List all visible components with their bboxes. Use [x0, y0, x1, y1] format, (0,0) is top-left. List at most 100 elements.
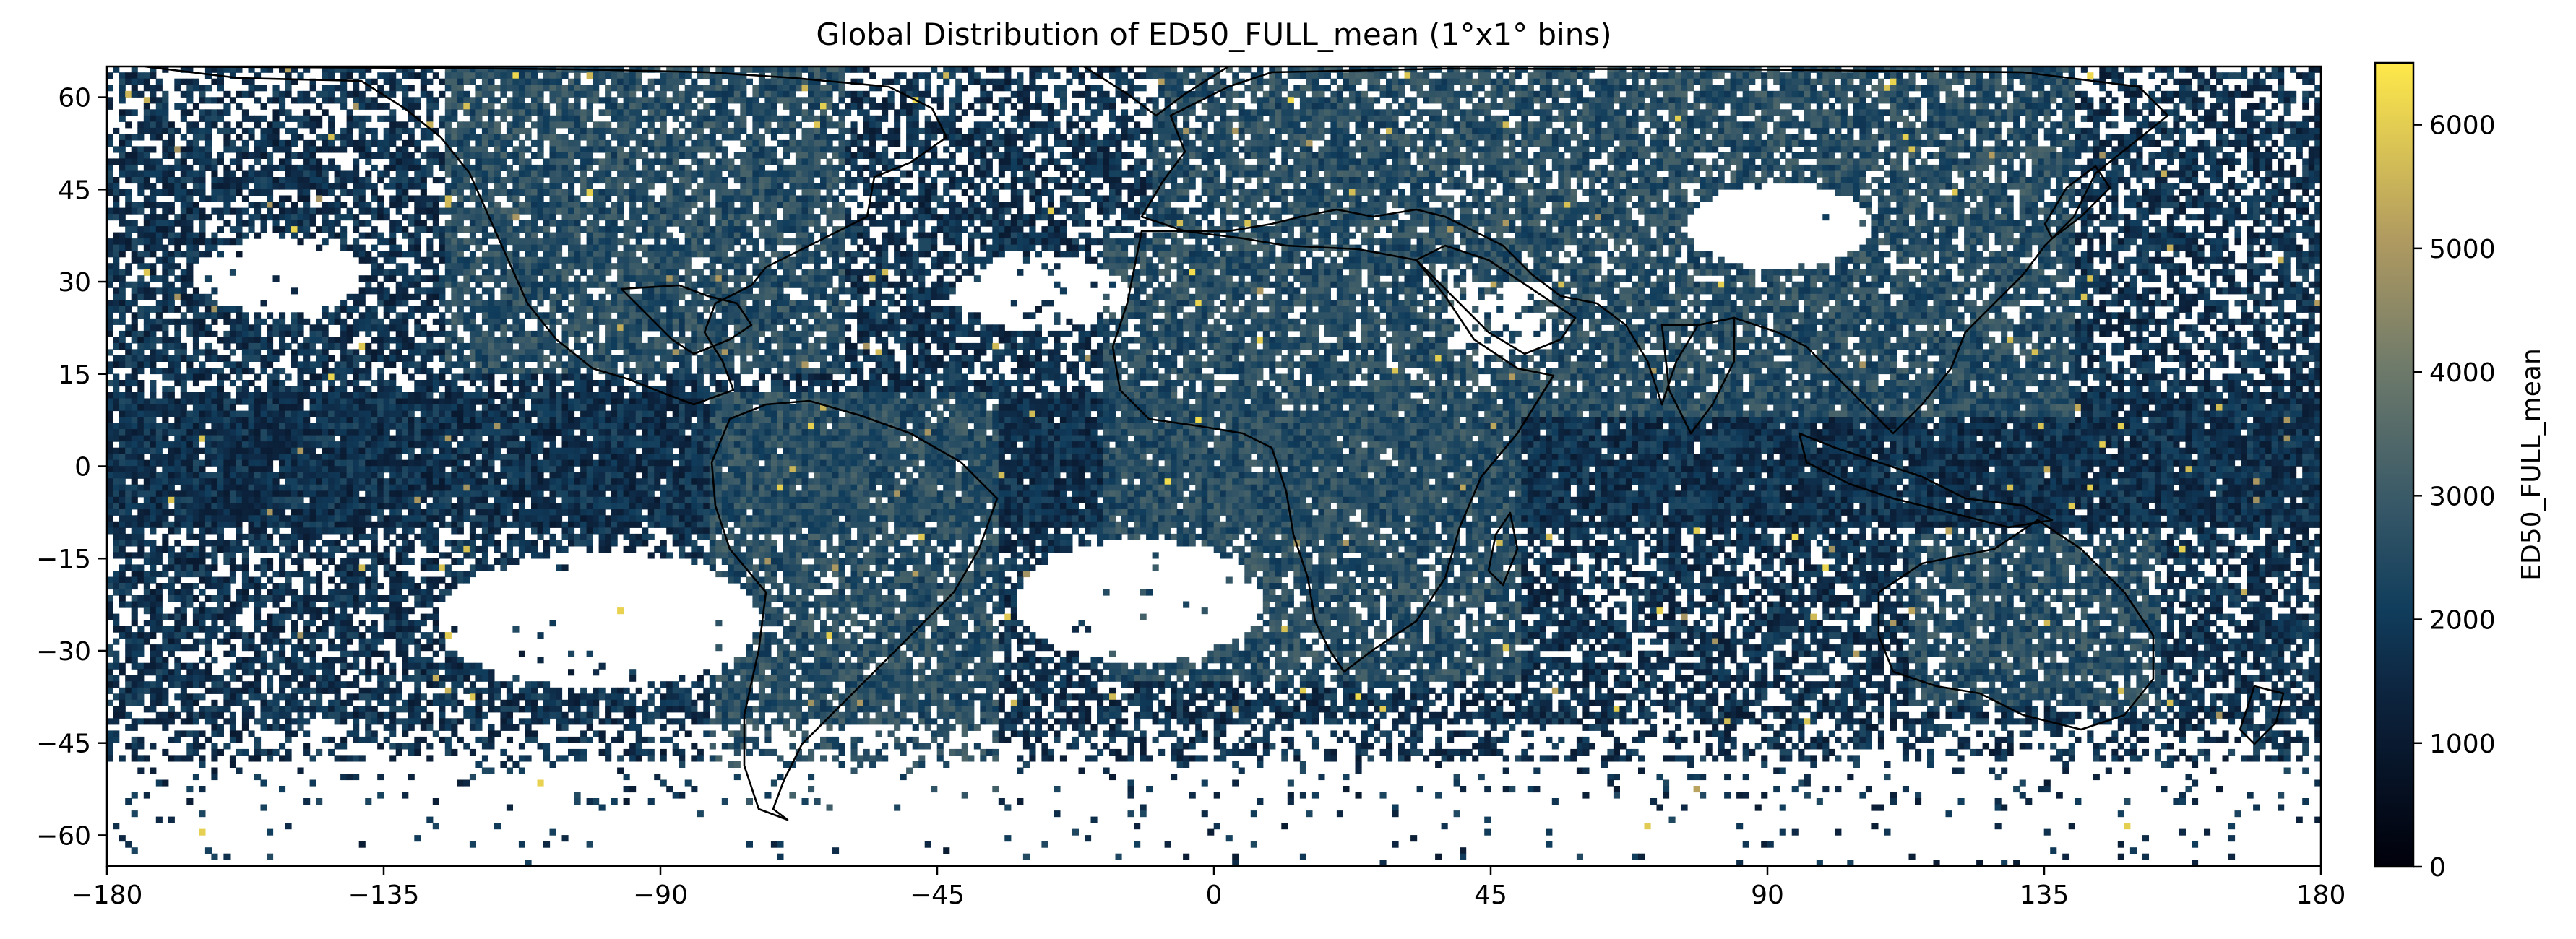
heatmap-cell — [180, 146, 187, 153]
heatmap-cell — [1238, 158, 1245, 165]
heatmap-cell — [1022, 134, 1030, 141]
heatmap-cell — [814, 66, 821, 73]
heatmap-cell — [1287, 72, 1294, 79]
heatmap-cell — [1090, 146, 1098, 153]
heatmap-cell — [1152, 97, 1159, 104]
heatmap-cell — [808, 85, 815, 92]
heatmap-cell — [180, 103, 187, 110]
heatmap-cell — [1625, 127, 1632, 134]
heatmap-cell — [1521, 158, 1528, 165]
heatmap-cell — [1964, 139, 1971, 147]
heatmap-cell — [2056, 72, 2063, 79]
heatmap-cell — [2228, 72, 2236, 79]
heatmap-cell — [1558, 85, 1565, 92]
heatmap-cell — [241, 115, 249, 122]
heatmap-cell — [1595, 78, 1602, 85]
heatmap-cell — [1336, 134, 1343, 141]
heatmap-cell — [654, 152, 661, 159]
heatmap-cell — [1238, 170, 1245, 178]
heatmap-cell — [1539, 164, 1546, 171]
heatmap-cell — [1502, 170, 1509, 178]
heatmap-cell — [1927, 164, 1934, 171]
heatmap-cell — [1601, 115, 1608, 122]
heatmap-cell — [2129, 115, 2137, 122]
heatmap-cell — [593, 134, 600, 141]
heatmap-cell — [1078, 134, 1085, 141]
heatmap-cell — [715, 97, 723, 104]
heatmap-cell — [949, 66, 956, 73]
heatmap-cell — [1896, 66, 1903, 73]
heatmap-cell — [525, 103, 532, 110]
heatmap-cell — [2222, 85, 2229, 92]
heatmap-cell — [764, 170, 772, 178]
heatmap-cell — [531, 78, 538, 85]
heatmap-cell — [267, 127, 274, 134]
heatmap-cell — [457, 134, 464, 141]
heatmap-cell — [1348, 134, 1356, 141]
heatmap-cell — [469, 103, 476, 110]
heatmap-cell — [303, 164, 311, 171]
heatmap-cell — [721, 115, 728, 122]
heatmap-cell — [586, 72, 593, 79]
heatmap-cell — [2308, 164, 2315, 171]
heatmap-cell — [1134, 127, 1141, 134]
heatmap-cell — [1109, 72, 1116, 79]
heatmap-cell — [2129, 127, 2137, 134]
heatmap-cell — [850, 121, 858, 129]
heatmap-cell — [525, 85, 532, 92]
heatmap-cell — [1509, 97, 1516, 104]
heatmap-cell — [2166, 146, 2174, 153]
heatmap-cell — [838, 158, 845, 165]
heatmap-cell — [525, 146, 532, 153]
heatmap-cell — [2050, 85, 2057, 92]
heatmap-cell — [543, 134, 551, 141]
heatmap-cell — [1927, 66, 1934, 73]
heatmap-cell — [2111, 97, 2119, 104]
heatmap-cell — [2185, 158, 2192, 165]
heatmap-cell — [2179, 97, 2186, 104]
heatmap-cell — [869, 97, 876, 104]
heatmap-cell — [1152, 72, 1159, 79]
heatmap-cell — [912, 85, 919, 92]
heatmap-cell — [1465, 115, 1473, 122]
heatmap-cell — [894, 115, 901, 122]
heatmap-cell — [1564, 177, 1571, 184]
heatmap-cell — [882, 109, 889, 116]
heatmap-cell — [291, 170, 298, 178]
heatmap-cell — [845, 170, 852, 178]
heatmap-cell — [1810, 85, 1817, 92]
heatmap-cell — [2062, 152, 2069, 159]
heatmap-cell — [1681, 152, 1688, 159]
heatmap-cell — [1564, 170, 1571, 178]
heatmap-cell — [1257, 115, 1264, 122]
heatmap-cell — [1693, 170, 1700, 178]
heatmap-cell — [389, 164, 397, 171]
heatmap-cell — [556, 97, 563, 104]
heatmap-cell — [2087, 97, 2094, 104]
heatmap-cell — [475, 66, 483, 73]
heatmap-cell — [1539, 97, 1546, 104]
heatmap-cell — [1822, 177, 1830, 184]
heatmap-cell — [679, 109, 686, 116]
heatmap-cell — [1041, 121, 1048, 129]
heatmap-cell — [629, 164, 637, 171]
heatmap-cell — [241, 177, 249, 184]
heatmap-cell — [635, 103, 642, 110]
heatmap-cell — [2050, 170, 2057, 178]
heatmap-cell — [869, 170, 876, 178]
heatmap-cell — [1933, 78, 1940, 85]
heatmap-cell — [1134, 72, 1141, 79]
heatmap-cell — [377, 146, 384, 153]
heatmap-cell — [113, 177, 120, 184]
heatmap-cell — [642, 127, 649, 134]
heatmap-cell — [340, 177, 348, 184]
heatmap-cell — [1152, 103, 1159, 110]
heatmap-cell — [1306, 158, 1313, 165]
heatmap-cell — [1668, 97, 1676, 104]
heatmap-cell — [1404, 164, 1411, 171]
heatmap-cell — [1318, 66, 1325, 73]
heatmap-cell — [961, 170, 968, 178]
heatmap-cell — [1896, 85, 1903, 92]
heatmap-cell — [1915, 134, 1922, 141]
heatmap-cell — [574, 139, 581, 147]
